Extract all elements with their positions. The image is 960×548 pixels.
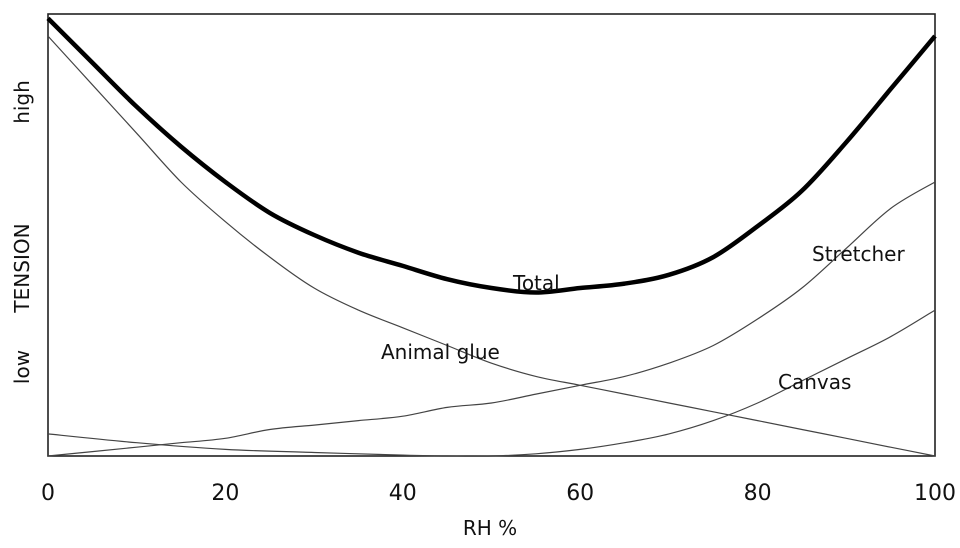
series-label-total: Total xyxy=(512,271,560,295)
series-label-animal-glue: Animal glue xyxy=(381,340,500,364)
y-axis-title: TENSION xyxy=(10,223,34,313)
series-label-canvas: Canvas xyxy=(778,370,851,394)
x-tick-label: 100 xyxy=(914,481,956,506)
x-tick-label: 0 xyxy=(41,481,55,506)
series-line-canvas xyxy=(47,309,936,457)
x-axis-title: RH % xyxy=(463,516,517,540)
series-label-stretcher: Stretcher xyxy=(812,242,905,266)
x-tick-label: 20 xyxy=(211,481,239,506)
y-axis-low-label: low xyxy=(10,350,34,384)
x-tick-label: 40 xyxy=(389,481,417,506)
x-tick-label: 60 xyxy=(566,481,594,506)
series-line-stretcher xyxy=(47,181,936,457)
series-layer xyxy=(46,16,937,457)
x-tick-labels: 0 20 40 60 80 100 xyxy=(41,481,956,506)
x-tick-label: 80 xyxy=(744,481,772,506)
y-axis-high-label: high xyxy=(10,80,34,124)
series-line-animal-glue xyxy=(47,35,936,457)
series-line-total xyxy=(46,16,937,295)
series-labels: Total Animal glue Stretcher Canvas xyxy=(381,242,905,394)
